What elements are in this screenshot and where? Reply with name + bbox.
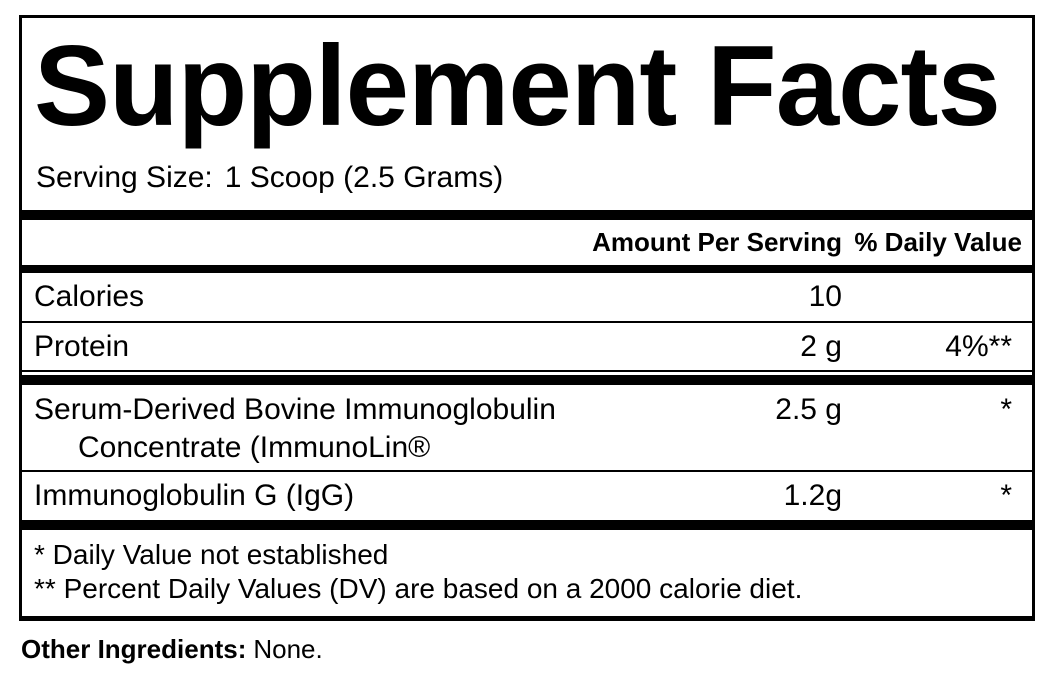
nutrient-row-serum-immunoglobulin: Serum-Derived Bovine Immunoglobulin Conc…	[22, 385, 1032, 473]
footnote-percent-daily-values: ** Percent Daily Values (DV) are based o…	[34, 572, 803, 604]
nutrient-daily-value: 4%**	[945, 329, 1012, 363]
nutrient-name: Protein	[34, 329, 130, 363]
other-ingredients-value: None.	[253, 634, 323, 664]
nutrient-name-line2: Concentrate (ImmunoLin®	[78, 430, 431, 464]
nutrient-row-igg: Immunoglobulin G (IgG) 1.2g *	[22, 472, 1032, 520]
footnote-daily-value-not-established: * Daily Value not established	[34, 538, 389, 570]
amount-per-serving-header: Amount Per Serving	[592, 227, 842, 257]
other-ingredients: Other Ingredients: None.	[21, 634, 323, 665]
thick-rule-top	[22, 210, 1032, 220]
supplement-facts-panel: Supplement Facts Serving Size: 1 Scoop (2…	[19, 15, 1035, 621]
nutrient-row-calories: Calories 10	[22, 273, 1032, 323]
nutrient-name: Serum-Derived Bovine Immunoglobulin Conc…	[32, 391, 642, 466]
serving-size-value: 1 Scoop (2.5 Grams)	[224, 161, 504, 194]
other-ingredients-label: Other Ingredients:	[21, 634, 247, 664]
nutrient-amount: 10	[808, 280, 842, 314]
nutrient-amount: 2.5 g	[775, 393, 842, 427]
column-header-row: Amount Per Serving % Daily Value	[22, 220, 1032, 265]
thick-rule-bottom	[22, 519, 1032, 530]
nutrient-name-line1: Serum-Derived Bovine Immunoglobulin	[34, 393, 556, 427]
daily-value-header: % Daily Value	[854, 227, 1022, 257]
nutrient-row-protein: Protein 2 g 4%**	[22, 323, 1032, 373]
nutrient-name: Calories	[34, 280, 145, 314]
panel-title: Supplement Facts	[34, 23, 1001, 150]
nutrient-amount: 1.2g	[783, 479, 842, 513]
nutrient-daily-value: *	[1000, 479, 1012, 513]
section-rule	[22, 375, 1032, 386]
serving-size-label: Serving Size:	[36, 161, 213, 194]
serving-size: Serving Size: 1 Scoop (2.5 Grams)	[36, 160, 1020, 196]
nutrient-name: Immunoglobulin G (IgG)	[34, 479, 355, 513]
nutrient-daily-value: *	[1000, 393, 1012, 427]
nutrient-amount: 2 g	[800, 329, 842, 363]
footnotes: * Daily Value not established ** Percent…	[22, 530, 1032, 612]
medium-rule-under-header	[22, 265, 1032, 274]
